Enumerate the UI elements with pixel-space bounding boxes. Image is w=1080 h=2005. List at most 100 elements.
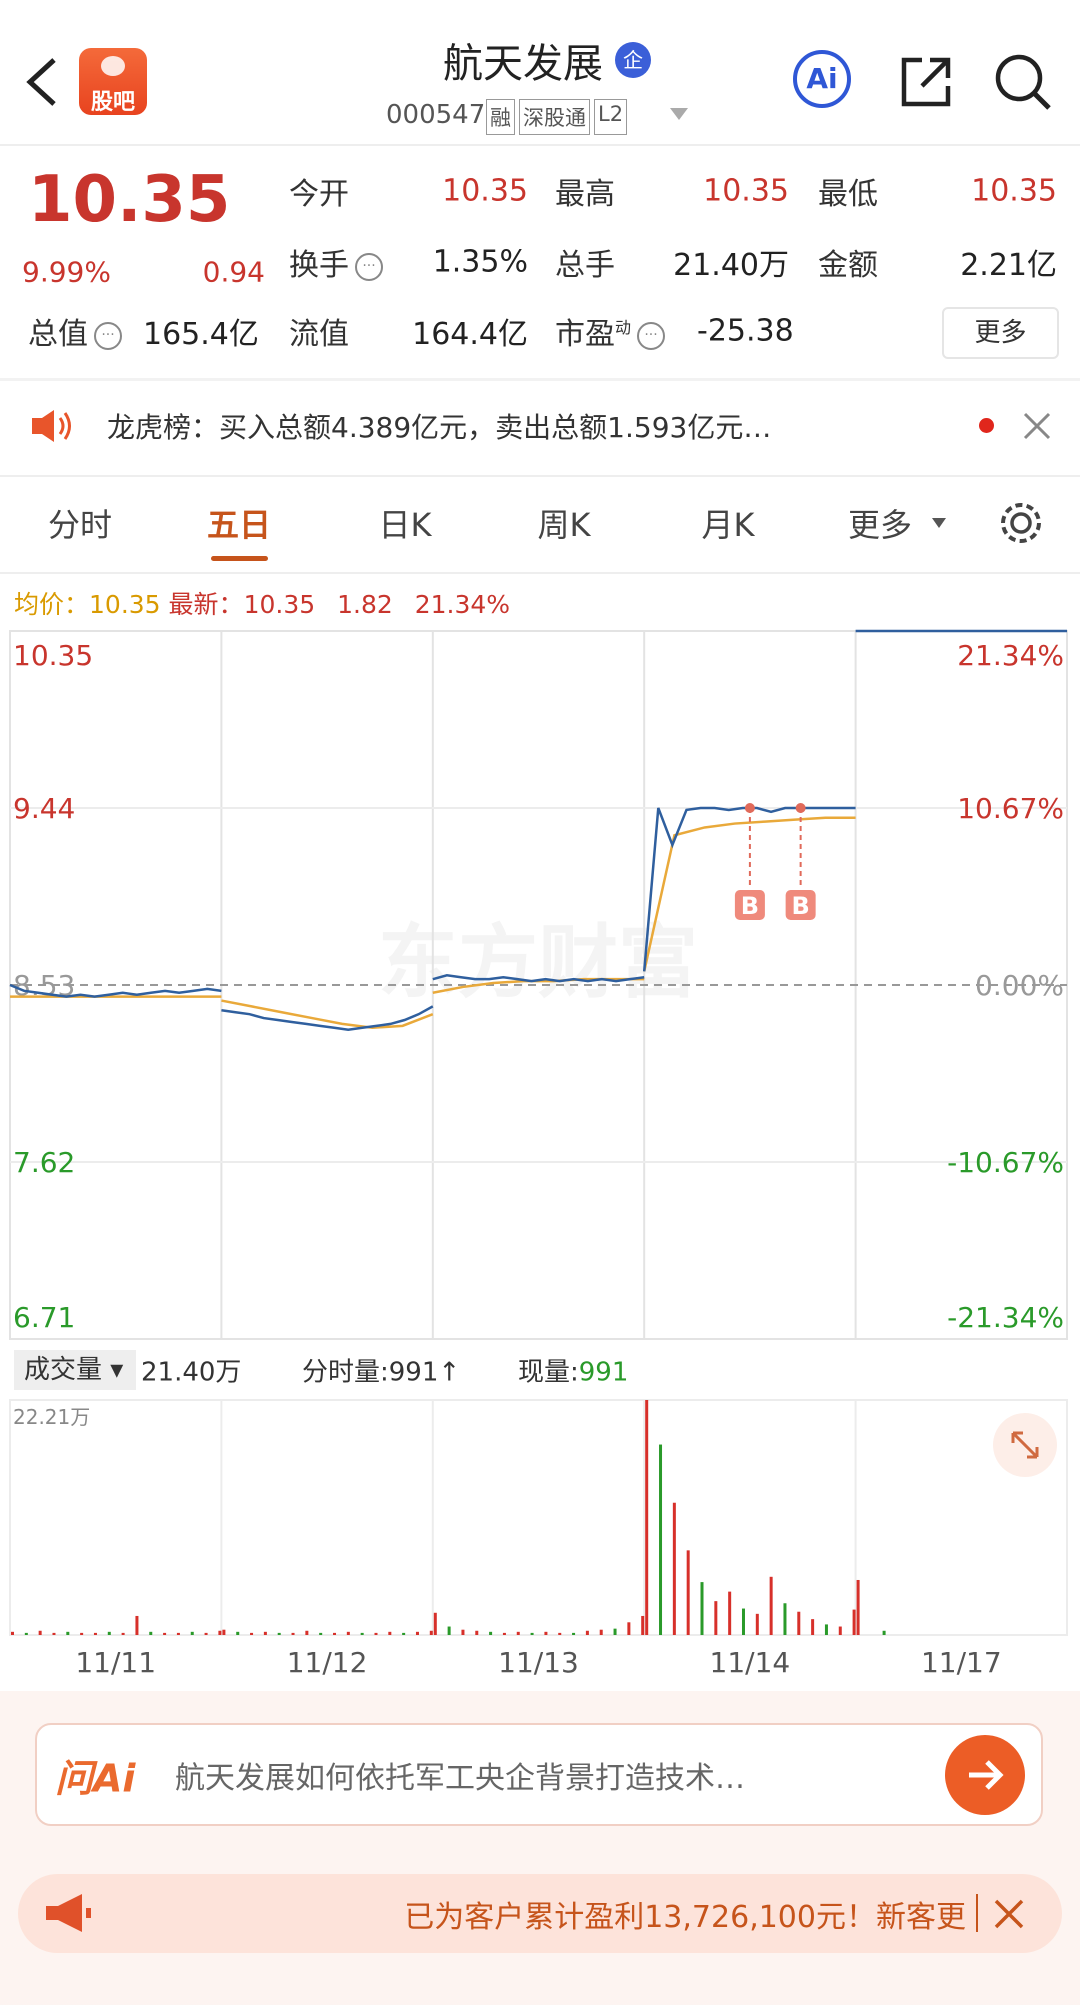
banner-close[interactable] xyxy=(993,1898,1025,1930)
x-tick-label: 11/14 xyxy=(710,1646,791,1679)
volume-bar xyxy=(530,1632,534,1635)
field-label: 换手 ··· xyxy=(289,240,383,284)
divider xyxy=(0,378,1080,381)
chart: 东方财富 10.35 21.34%9.44 10.67%8.53 0.00%7.62-… xyxy=(9,629,1068,1679)
volume-bar xyxy=(856,1579,860,1635)
volume-bar xyxy=(107,1631,111,1635)
tag: 深股通 xyxy=(519,99,590,135)
notice-text[interactable]: 龙虎榜：买入总额4.389亿元，卖出总额1.593亿元… xyxy=(107,411,772,444)
speaker-icon xyxy=(32,410,71,442)
tab[interactable]: 周K xyxy=(537,506,591,544)
pct-tick-label: 0.00% xyxy=(975,969,1064,1002)
volume-label: 成交量 xyxy=(24,1355,103,1385)
volume-bar xyxy=(176,1632,180,1635)
price-tick-label: 7.62 xyxy=(13,1146,75,1179)
field-value: 165.4亿 xyxy=(143,317,259,352)
volume-bar xyxy=(461,1629,465,1635)
field-label: 市盈动 ··· xyxy=(555,309,666,353)
minute-volume-value: 991 xyxy=(388,1357,439,1388)
volume-total: 21.40万 xyxy=(141,1357,242,1388)
info-icon[interactable]: ··· xyxy=(94,321,122,350)
pct-tick-label: 21.34% xyxy=(957,639,1064,672)
x-tick-label: 11/12 xyxy=(287,1646,368,1679)
tab[interactable]: 分时 xyxy=(47,506,113,544)
ai-button[interactable]: Ai xyxy=(793,50,851,108)
volume-bar xyxy=(66,1631,70,1635)
field-value: 10.35 xyxy=(703,173,789,209)
price: 10.35 xyxy=(28,163,231,237)
logo-icon xyxy=(101,56,125,76)
field-label: 最高 xyxy=(555,177,615,212)
field-value: 21.40万 xyxy=(673,248,789,283)
volume-bar xyxy=(558,1632,562,1635)
volume-bar xyxy=(135,1615,139,1635)
volume-bar xyxy=(38,1630,42,1635)
field-label: 最低 xyxy=(818,177,878,212)
volume-bar xyxy=(429,1630,433,1635)
trade-label: B xyxy=(741,892,759,920)
field-label: 金额 xyxy=(818,248,878,283)
divider xyxy=(0,144,1080,146)
unread-dot xyxy=(979,418,994,433)
app-logo[interactable]: 股吧 xyxy=(79,48,147,115)
tab[interactable]: 月K xyxy=(701,506,755,544)
share-button[interactable] xyxy=(898,54,954,110)
megaphone-icon xyxy=(46,1894,91,1932)
avg-line xyxy=(642,816,856,972)
volume-selector[interactable]: 成交量 ▾ xyxy=(14,1350,136,1390)
volume-bar xyxy=(24,1632,28,1635)
promo-banner[interactable]: 已为客户累计盈利13,726,100元！新客更 xyxy=(18,1874,1062,1953)
volume-bar xyxy=(204,1632,208,1635)
volume-bar xyxy=(319,1632,323,1635)
logo-text: 股吧 xyxy=(90,90,135,115)
volume-bar xyxy=(291,1632,295,1635)
volume-bar xyxy=(80,1632,84,1635)
volume-frame xyxy=(9,1399,1068,1636)
field-value: 1.35% xyxy=(432,244,528,280)
volume-bar xyxy=(447,1626,451,1635)
back-button[interactable] xyxy=(22,56,62,108)
volume-bar xyxy=(250,1632,254,1635)
tab[interactable]: 日K xyxy=(378,506,432,544)
ask-send[interactable] xyxy=(945,1735,1025,1815)
dropdown[interactable] xyxy=(668,106,690,122)
volume-bar xyxy=(502,1632,506,1635)
stock-name: 航天发展 xyxy=(443,41,603,87)
info-icon[interactable]: ··· xyxy=(355,252,383,281)
field-value: 10.35 xyxy=(971,173,1057,209)
volume-bar xyxy=(838,1626,842,1635)
tab[interactable]: 更多 xyxy=(847,506,913,544)
last-label: 最新： xyxy=(168,590,244,619)
field-label: 总值 ··· xyxy=(28,309,122,353)
volume-bar xyxy=(572,1632,576,1635)
close-button[interactable] xyxy=(1022,411,1052,441)
search-button[interactable] xyxy=(993,52,1053,112)
change-pct: 9.99% xyxy=(22,255,111,289)
x-tick-label: 11/11 xyxy=(75,1646,156,1679)
volume-bar xyxy=(190,1631,194,1635)
volume-bar xyxy=(613,1628,617,1635)
tab-active[interactable]: 五日 xyxy=(206,506,272,544)
settings-button[interactable] xyxy=(997,499,1045,547)
field-value: -25.38 xyxy=(697,313,794,349)
volume-bar xyxy=(163,1632,167,1635)
price-line xyxy=(9,983,222,998)
ask-ai-box[interactable]: 问Ai 航天发展如何依托军工央企背景打造技术… xyxy=(35,1723,1043,1826)
field-label: 总手 xyxy=(555,248,615,283)
volume-bar xyxy=(645,1400,649,1635)
volume-bar xyxy=(686,1550,690,1635)
volume-bar xyxy=(659,1444,663,1635)
expand-button[interactable] xyxy=(993,1413,1057,1477)
more-button[interactable]: 更多 xyxy=(942,307,1059,359)
volume-bar xyxy=(882,1630,886,1635)
trade-badge xyxy=(734,890,765,920)
label-sup: 动 xyxy=(615,318,632,337)
volume-bar xyxy=(218,1630,222,1635)
avg-label: 均价： xyxy=(14,590,90,619)
info-icon[interactable]: ··· xyxy=(637,321,666,350)
volume-bar xyxy=(121,1632,125,1635)
volume-bar xyxy=(544,1631,548,1635)
volume-bar xyxy=(741,1608,745,1635)
label-text: 换手 xyxy=(289,248,349,283)
